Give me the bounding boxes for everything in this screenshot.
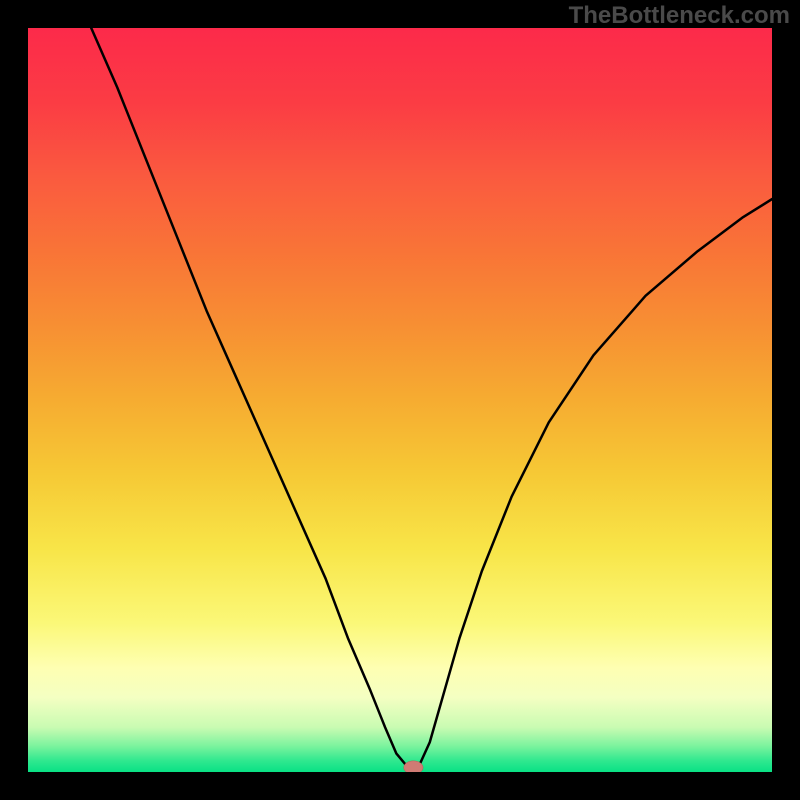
gradient-background [28, 28, 772, 772]
optimum-marker [404, 761, 423, 772]
watermark-text: TheBottleneck.com [569, 2, 790, 30]
bottleneck-chart [28, 28, 772, 772]
